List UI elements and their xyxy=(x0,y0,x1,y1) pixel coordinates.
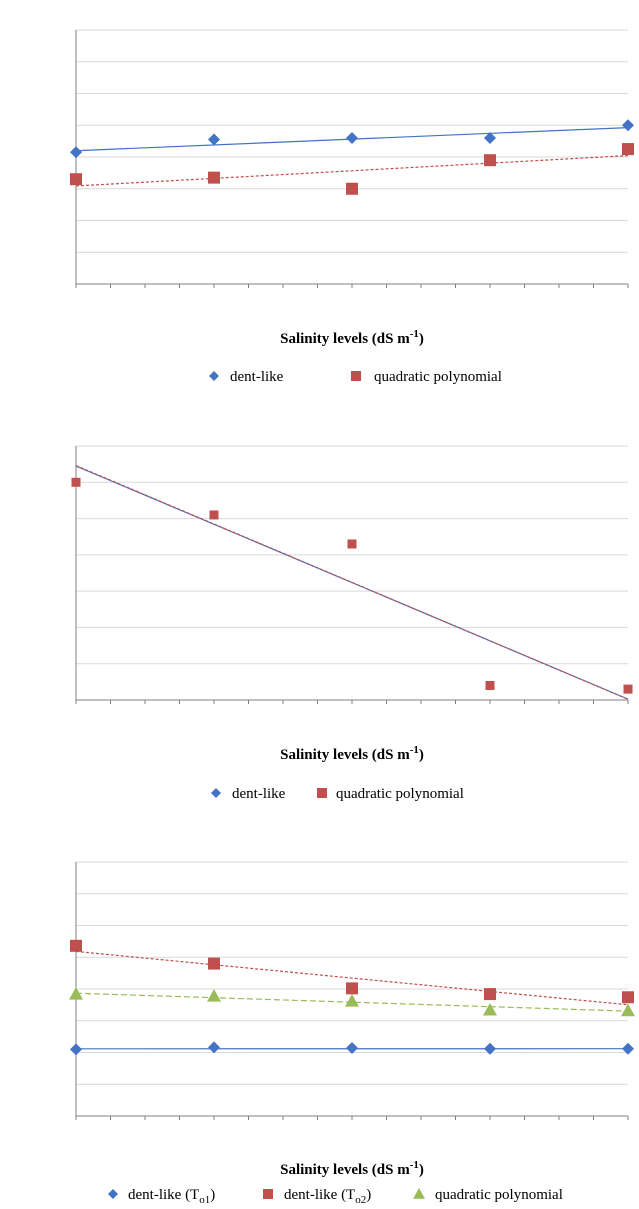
legend-label: dent-like xyxy=(232,786,286,802)
data-point-series-2 xyxy=(347,539,357,549)
data-point-series-2 xyxy=(622,991,634,1004)
data-point-series-2 xyxy=(209,510,219,520)
data-point-series-3 xyxy=(621,1003,635,1017)
legend-marker xyxy=(108,1189,118,1199)
data-point-series-1 xyxy=(346,1042,358,1055)
data-point-series-1 xyxy=(70,1043,82,1056)
data-point-series-3 xyxy=(483,1002,497,1016)
legend-label: quadratic polynomial xyxy=(435,1187,563,1203)
chart-panel-a: Salinity levels (dS m-1) dent-like quadrat… xyxy=(70,29,634,385)
trendline-series-2 xyxy=(75,154,629,187)
data-point-series-3 xyxy=(345,994,359,1007)
data-point-series-1 xyxy=(484,1042,496,1055)
legend-marker xyxy=(263,1189,273,1199)
x-axis-title: Salinity levels (dS m-1) xyxy=(280,744,424,763)
data-point-series-2 xyxy=(71,477,81,487)
data-point-series-1 xyxy=(622,119,634,132)
legend-label: quadratic polynomial xyxy=(336,786,464,802)
data-point-series-2 xyxy=(208,957,220,970)
data-point-series-1 xyxy=(70,146,82,159)
legend-marker xyxy=(211,788,221,798)
data-point-series-1 xyxy=(346,131,358,144)
data-point-series-1 xyxy=(208,133,220,146)
data-point-series-1 xyxy=(622,1042,634,1055)
data-point-series-2 xyxy=(623,684,633,694)
data-point-series-2 xyxy=(70,939,82,952)
data-point-series-1 xyxy=(208,1041,220,1054)
chart-panel-c: Salinity levels (dS m-1) dent-like (To1) d… xyxy=(69,861,635,1206)
chart-panel-b: Salinity levels (dS m-1) dent-like quadrat… xyxy=(71,445,633,802)
data-point-series-2 xyxy=(485,680,495,690)
data-point-series-2 xyxy=(208,171,220,184)
data-point-series-3 xyxy=(69,987,83,1000)
data-point-series-2 xyxy=(70,173,82,186)
data-point-series-2 xyxy=(346,982,358,995)
legend-marker xyxy=(209,371,219,381)
legend-marker xyxy=(413,1188,425,1199)
data-point-series-2 xyxy=(346,182,358,195)
trendline-series-2 xyxy=(75,950,629,1006)
legend-label: dent-like xyxy=(230,369,284,385)
data-point-series-2 xyxy=(484,988,496,1001)
data-point-series-3 xyxy=(207,988,221,1002)
data-point-series-1 xyxy=(484,131,496,144)
legend-label: quadratic polynomial xyxy=(374,369,502,385)
legend-label: dent-like (To1) xyxy=(128,1187,215,1206)
legend-marker xyxy=(317,788,327,798)
trendline-series-3 xyxy=(75,992,629,1012)
x-axis-title: Salinity levels (dS m-1) xyxy=(280,328,424,347)
x-axis-title: Salinity levels (dS m-1) xyxy=(280,1159,424,1178)
legend-label: dent-like (To2) xyxy=(284,1187,371,1206)
legend-marker xyxy=(351,371,361,381)
data-point-series-2 xyxy=(484,154,496,167)
data-point-series-2 xyxy=(622,143,634,156)
